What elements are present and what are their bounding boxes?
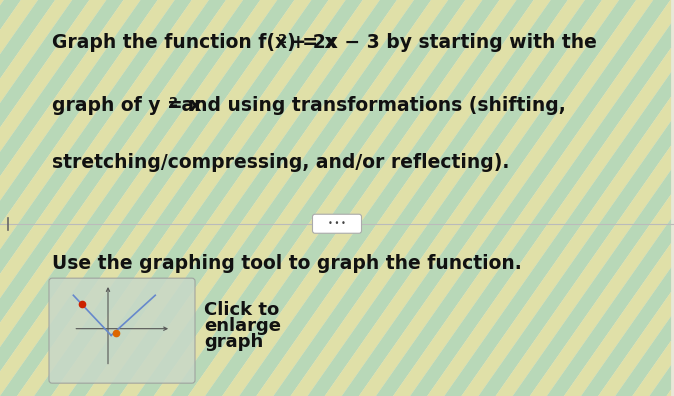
- Polygon shape: [0, 145, 671, 396]
- Text: Graph the function f(x) = x: Graph the function f(x) = x: [52, 32, 336, 51]
- FancyBboxPatch shape: [313, 214, 361, 233]
- Text: graph: graph: [204, 333, 264, 351]
- Polygon shape: [0, 72, 671, 396]
- Text: stretching/compressing, and/or reflecting).: stretching/compressing, and/or reflectin…: [52, 153, 510, 172]
- Text: Use the graphing tool to graph the function.: Use the graphing tool to graph the funct…: [52, 254, 522, 273]
- Polygon shape: [0, 243, 671, 396]
- Text: graph of y = x: graph of y = x: [52, 96, 202, 115]
- Text: Click to: Click to: [204, 301, 279, 319]
- Polygon shape: [0, 219, 671, 396]
- Polygon shape: [0, 48, 671, 396]
- Polygon shape: [0, 97, 671, 396]
- Polygon shape: [0, 194, 671, 396]
- Text: enlarge: enlarge: [204, 317, 281, 335]
- Polygon shape: [0, 121, 671, 396]
- Polygon shape: [0, 390, 671, 396]
- Polygon shape: [0, 23, 671, 396]
- FancyBboxPatch shape: [49, 278, 195, 383]
- Text: 2: 2: [169, 96, 179, 109]
- Polygon shape: [0, 267, 671, 396]
- Polygon shape: [0, 316, 671, 396]
- Text: 2: 2: [278, 32, 287, 46]
- Polygon shape: [0, 170, 671, 396]
- Text: • • •: • • •: [328, 219, 346, 228]
- Polygon shape: [0, 292, 671, 396]
- Polygon shape: [0, 365, 671, 396]
- Polygon shape: [0, 341, 671, 396]
- Text: + 2x − 3 by starting with the: + 2x − 3 by starting with the: [284, 32, 597, 51]
- Text: and using transformations (shifting,: and using transformations (shifting,: [175, 96, 566, 115]
